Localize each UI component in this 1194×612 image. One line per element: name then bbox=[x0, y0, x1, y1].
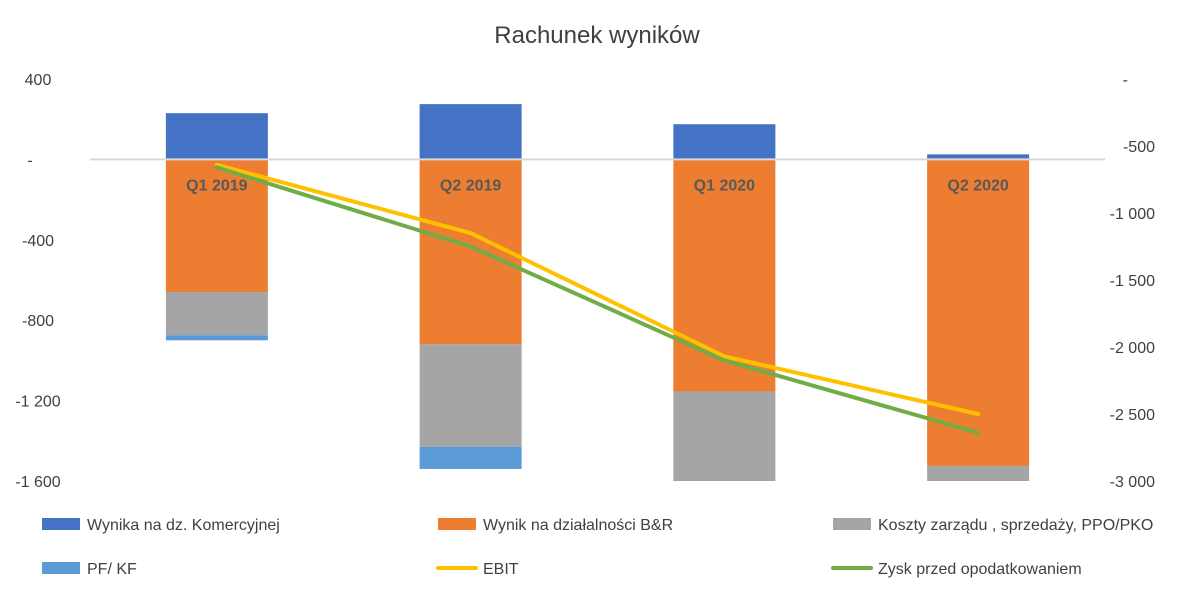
legend-swatch bbox=[438, 518, 476, 530]
bar-segment-series1-3 bbox=[927, 159, 1030, 466]
legend-swatch bbox=[42, 518, 80, 530]
bar-segment-series1-2 bbox=[673, 159, 776, 392]
y-right-tick-label: -3 000 bbox=[1110, 474, 1155, 491]
legend-label: Koszty zarządu , sprzedaży, PPO/PKO bbox=[878, 517, 1153, 534]
legend-label: Wynik na działalności B&R bbox=[483, 517, 673, 534]
y-right-tick-label: -2 500 bbox=[1110, 407, 1155, 424]
legend-label: Wynika na dz. Komercyjnej bbox=[87, 517, 280, 534]
left-axis: 400 - -400 -800 -1 200 -1 600 bbox=[15, 72, 60, 491]
y-right-tick-label: -1 500 bbox=[1110, 273, 1155, 290]
legend-label: EBIT bbox=[483, 561, 519, 578]
y-left-tick-label: - bbox=[27, 152, 32, 169]
bar-segment-series1-0 bbox=[165, 159, 268, 293]
y-right-tick-label: -2 000 bbox=[1110, 340, 1155, 357]
lines-layer bbox=[214, 162, 981, 435]
legend-label: PF/ KF bbox=[87, 561, 137, 578]
right-axis: - -500 -1 000 -1 500 -2 000 -2 500 -3 000 bbox=[1110, 72, 1155, 491]
y-left-tick-label: -400 bbox=[22, 233, 54, 250]
y-left-tick-label: -800 bbox=[22, 313, 54, 330]
bar-segment-series0-1 bbox=[419, 104, 522, 160]
legend-swatch bbox=[833, 518, 871, 530]
line-series-1 bbox=[214, 165, 981, 435]
legend-label: Zysk przed opodatkowaniem bbox=[878, 561, 1082, 578]
y-left-tick-label: -1 200 bbox=[15, 394, 60, 411]
category-label: Q1 2020 bbox=[694, 177, 755, 194]
category-label: Q1 2019 bbox=[186, 177, 247, 194]
bar-segment-series2-0 bbox=[165, 292, 268, 336]
y-right-tick-label: - bbox=[1123, 72, 1128, 89]
y-left-tick-label: -1 600 bbox=[15, 474, 60, 491]
bar-segment-series3-1 bbox=[419, 446, 522, 469]
bar-segment-series2-3 bbox=[927, 465, 1030, 481]
bar-segment-series2-1 bbox=[419, 344, 522, 447]
y-right-tick-label: -500 bbox=[1123, 139, 1155, 156]
category-labels: Q1 2019 Q2 2019 Q1 2020 Q2 2020 bbox=[186, 177, 1009, 194]
category-label: Q2 2020 bbox=[947, 177, 1008, 194]
legend-swatch bbox=[42, 562, 80, 574]
bar-segment-series3-0 bbox=[165, 335, 268, 341]
bar-segment-series0-0 bbox=[165, 113, 268, 160]
y-right-tick-label: -1 000 bbox=[1110, 206, 1155, 223]
bar-segment-series0-2 bbox=[673, 124, 776, 160]
line-series-0 bbox=[214, 162, 981, 416]
bar-segment-series2-2 bbox=[673, 391, 776, 481]
bars-layer bbox=[165, 104, 1030, 481]
chart-title: Rachunek wyników bbox=[494, 22, 700, 49]
category-label: Q2 2019 bbox=[440, 177, 501, 194]
legend: Wynika na dz. Komercyjnej Wynik na działa… bbox=[42, 517, 1153, 578]
y-left-tick-label: 400 bbox=[25, 72, 52, 89]
bar-segment-series0-3 bbox=[927, 154, 1030, 160]
bar-segment-series1-1 bbox=[419, 159, 522, 345]
